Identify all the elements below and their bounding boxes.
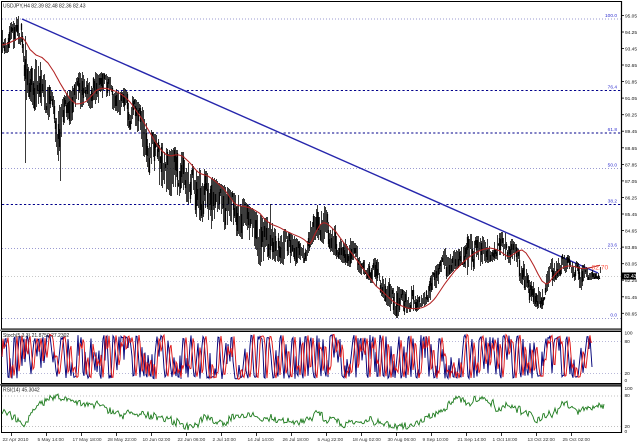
svg-text:28 May 22:00: 28 May 22:00 (108, 437, 137, 443)
svg-text:82.70: 82.70 (592, 265, 609, 272)
svg-text:83.05: 83.05 (625, 262, 637, 268)
svg-text:10 Jun 02:00: 10 Jun 02:00 (143, 437, 171, 443)
svg-text:87.85: 87.85 (625, 162, 637, 168)
svg-text:22 Apr 2010: 22 Apr 2010 (3, 437, 29, 443)
svg-text:21 Sep 14:00: 21 Sep 14:00 (458, 437, 487, 443)
svg-text:81.45: 81.45 (625, 295, 637, 301)
svg-text:86.25: 86.25 (625, 196, 637, 202)
svg-text:90.25: 90.25 (625, 113, 637, 119)
svg-text:20: 20 (625, 371, 631, 377)
svg-text:82.25: 82.25 (625, 278, 637, 284)
svg-text:80: 80 (625, 339, 631, 345)
svg-text:100.0: 100.0 (605, 13, 617, 19)
svg-text:89.45: 89.45 (625, 129, 637, 135)
svg-text:88.65: 88.65 (625, 146, 637, 152)
svg-text:84.65: 84.65 (625, 229, 637, 235)
svg-text:93.45: 93.45 (625, 47, 637, 53)
svg-text:14 Jul 14:00: 14 Jul 14:00 (248, 437, 274, 443)
svg-text:20: 20 (625, 424, 631, 430)
svg-text:5 May 14:00: 5 May 14:00 (38, 437, 65, 443)
svg-text:85.45: 85.45 (625, 212, 637, 218)
svg-text:17 May 18:00: 17 May 18:00 (73, 437, 102, 443)
svg-text:91.85: 91.85 (625, 80, 637, 86)
svg-text:83.85: 83.85 (625, 245, 637, 251)
svg-text:5 Aug 22:00: 5 Aug 22:00 (318, 437, 344, 443)
svg-text:2 Jul 10:00: 2 Jul 10:00 (213, 437, 237, 443)
svg-text:100: 100 (625, 386, 633, 392)
svg-text:26 Jul 18:00: 26 Jul 18:00 (283, 437, 309, 443)
svg-text:95.05: 95.05 (625, 13, 637, 19)
svg-text:RSI(14) 45.3042: RSI(14) 45.3042 (3, 388, 40, 394)
svg-text:80: 80 (625, 393, 631, 399)
svg-text:9 Sep 10:00: 9 Sep 10:00 (423, 437, 449, 443)
svg-text:38.2: 38.2 (608, 199, 618, 205)
svg-text:87.05: 87.05 (625, 179, 637, 185)
svg-text:80.65: 80.65 (625, 311, 637, 317)
svg-text:0: 0 (625, 429, 628, 435)
svg-text:USDJPY,H4 82.39 82.48 82.36 8: USDJPY,H4 82.39 82.48 82.36 82.43 (3, 4, 86, 10)
svg-text:13 Oct 22:00: 13 Oct 22:00 (528, 437, 556, 443)
svg-text:18 Aug 02:00: 18 Aug 02:00 (353, 437, 382, 443)
svg-text:Stoch(5,3,3) 21.8750 27.2302: Stoch(5,3,3) 21.8750 27.2302 (3, 333, 69, 339)
svg-text:1 Oct 18:00: 1 Oct 18:00 (493, 437, 518, 443)
svg-text:92.65: 92.65 (625, 63, 637, 69)
svg-text:76.4: 76.4 (608, 85, 618, 91)
svg-text:0: 0 (625, 378, 628, 384)
svg-text:61.8: 61.8 (608, 127, 618, 133)
svg-text:91.05: 91.05 (625, 96, 637, 102)
svg-text:50.0: 50.0 (608, 163, 618, 169)
svg-text:25 Oct 02:00: 25 Oct 02:00 (563, 437, 591, 443)
svg-text:94.25: 94.25 (625, 30, 637, 36)
svg-text:0.0: 0.0 (610, 313, 617, 319)
svg-text:22 Jun 06:00: 22 Jun 06:00 (178, 437, 206, 443)
svg-text:100: 100 (625, 331, 633, 337)
svg-text:82.43: 82.43 (624, 274, 637, 280)
svg-text:23.6: 23.6 (608, 243, 618, 249)
svg-text:30 Aug 06:00: 30 Aug 06:00 (388, 437, 417, 443)
